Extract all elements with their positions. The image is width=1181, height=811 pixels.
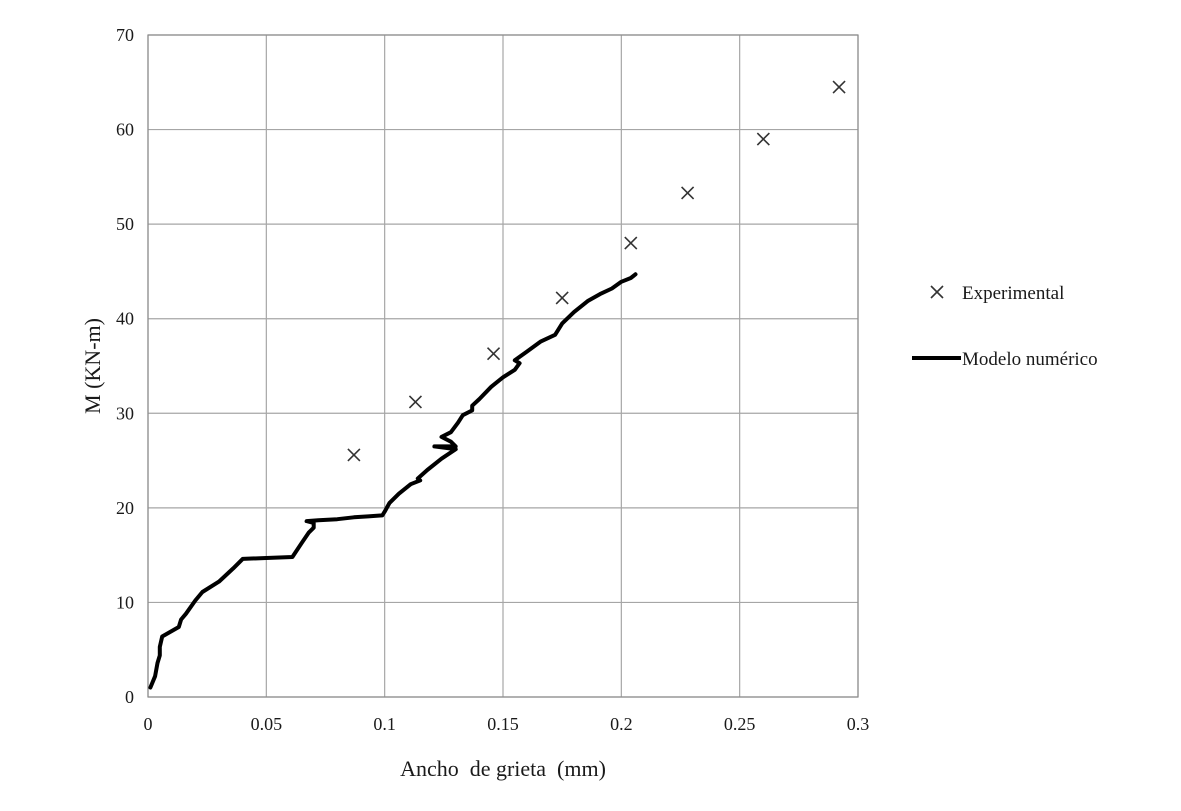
legend-item-modelo-numerico: Modelo numérico: [912, 349, 1098, 370]
x-tick-label: 0.1: [373, 714, 396, 734]
y-tick-label: 0: [125, 687, 134, 707]
data-point-experimental: [624, 236, 638, 250]
x-tick-label: 0.05: [251, 714, 283, 734]
data-point-experimental: [555, 291, 569, 305]
x-marker-stroke: [624, 236, 638, 250]
series: [148, 80, 846, 690]
x-tick-label: 0.3: [847, 714, 870, 734]
y-tick-label: 70: [116, 25, 134, 45]
legend-label-experimental: Experimental: [962, 283, 1064, 304]
x-marker-stroke: [681, 186, 695, 200]
y-tick-label: 20: [116, 498, 134, 518]
data-point-experimental: [486, 347, 501, 361]
x-marker-stroke: [756, 132, 770, 146]
plot-area-frame: [147, 34, 859, 698]
x-marker-stroke: [832, 80, 846, 94]
y-tick-label: 50: [116, 214, 134, 234]
data-point-experimental: [408, 395, 422, 409]
y-tick-label: 40: [116, 309, 134, 329]
y-axis-ticks: 0 10 20 30 40 50 60 70: [116, 25, 134, 707]
legend-label-modelo-numerico: Modelo numérico: [962, 349, 1098, 370]
data-point-experimental: [832, 80, 846, 94]
data-point-experimental: [756, 132, 770, 146]
y-axis-title: M (KN-m): [80, 318, 105, 414]
y-tick-label: 10: [116, 592, 134, 612]
x-marker-stroke: [930, 285, 944, 299]
y-tick-label: 60: [116, 120, 134, 140]
x-tick-label: 0: [144, 714, 153, 734]
y-tick-label: 30: [116, 403, 134, 423]
x-marker-stroke: [347, 448, 361, 462]
legend: Experimental Modelo numérico: [912, 283, 1098, 370]
x-marker-stroke: [408, 395, 422, 409]
x-marker-stroke: [555, 291, 569, 305]
legend-item-experimental: Experimental: [930, 283, 1064, 304]
grid: [147, 34, 859, 698]
line-modelo-numerico: [148, 272, 638, 690]
x-tick-label: 0.2: [610, 714, 633, 734]
x-marker-stroke: [486, 347, 501, 361]
legend-marker-x: [930, 285, 944, 299]
x-tick-label: 0.25: [724, 714, 756, 734]
x-axis-title: Ancho de grieta (mm): [400, 756, 606, 781]
x-axis-ticks: 0 0.05 0.1 0.15 0.2 0.25 0.3: [144, 714, 870, 734]
x-tick-label: 0.15: [487, 714, 519, 734]
legend-x-marker-icon: [930, 285, 944, 299]
data-point-experimental: [347, 448, 361, 462]
data-point-experimental: [681, 186, 695, 200]
